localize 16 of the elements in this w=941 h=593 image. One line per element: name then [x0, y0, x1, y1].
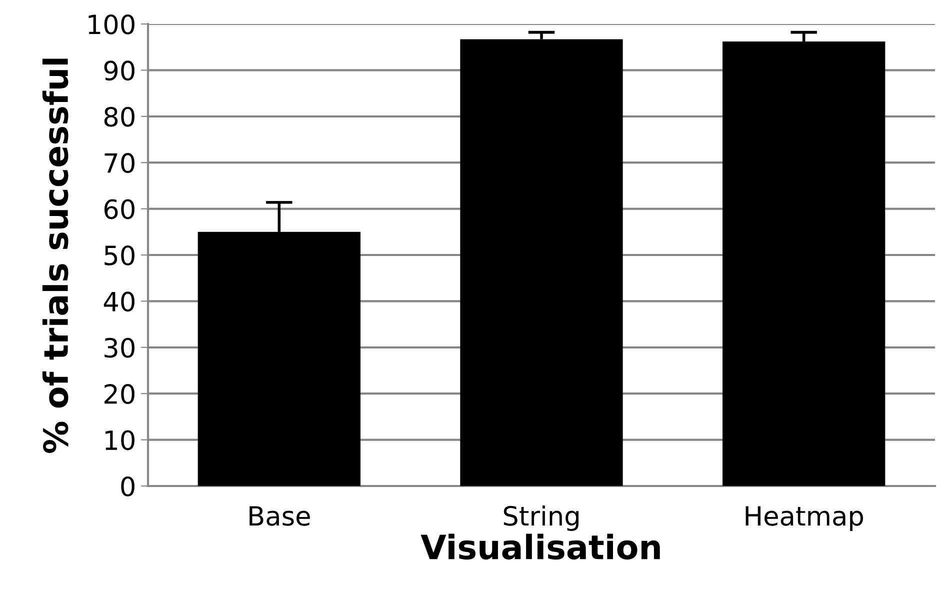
y-tick-label: 50 [104, 245, 134, 266]
x-axis-title: Visualisation [420, 534, 660, 560]
x-tick-label: Heatmap [746, 506, 863, 531]
y-tick-label: 70 [104, 153, 134, 173]
y-tick-label: 90 [104, 60, 134, 81]
y-tick-label: 80 [104, 106, 134, 127]
y-tick-label: 20 [104, 384, 134, 404]
y-tick-label: 100 [88, 14, 134, 34]
x-tick-label: String [504, 505, 578, 531]
y-axis-title: % of trials successful [42, 58, 68, 454]
y-tick-label: 0 [121, 476, 134, 496]
x-tick-label: Base [250, 506, 310, 526]
y-tick-label: 40 [104, 292, 134, 312]
y-tick-label: 10 [106, 430, 134, 450]
y-tick-label: 60 [104, 199, 134, 220]
y-tick-label: 30 [104, 338, 134, 358]
